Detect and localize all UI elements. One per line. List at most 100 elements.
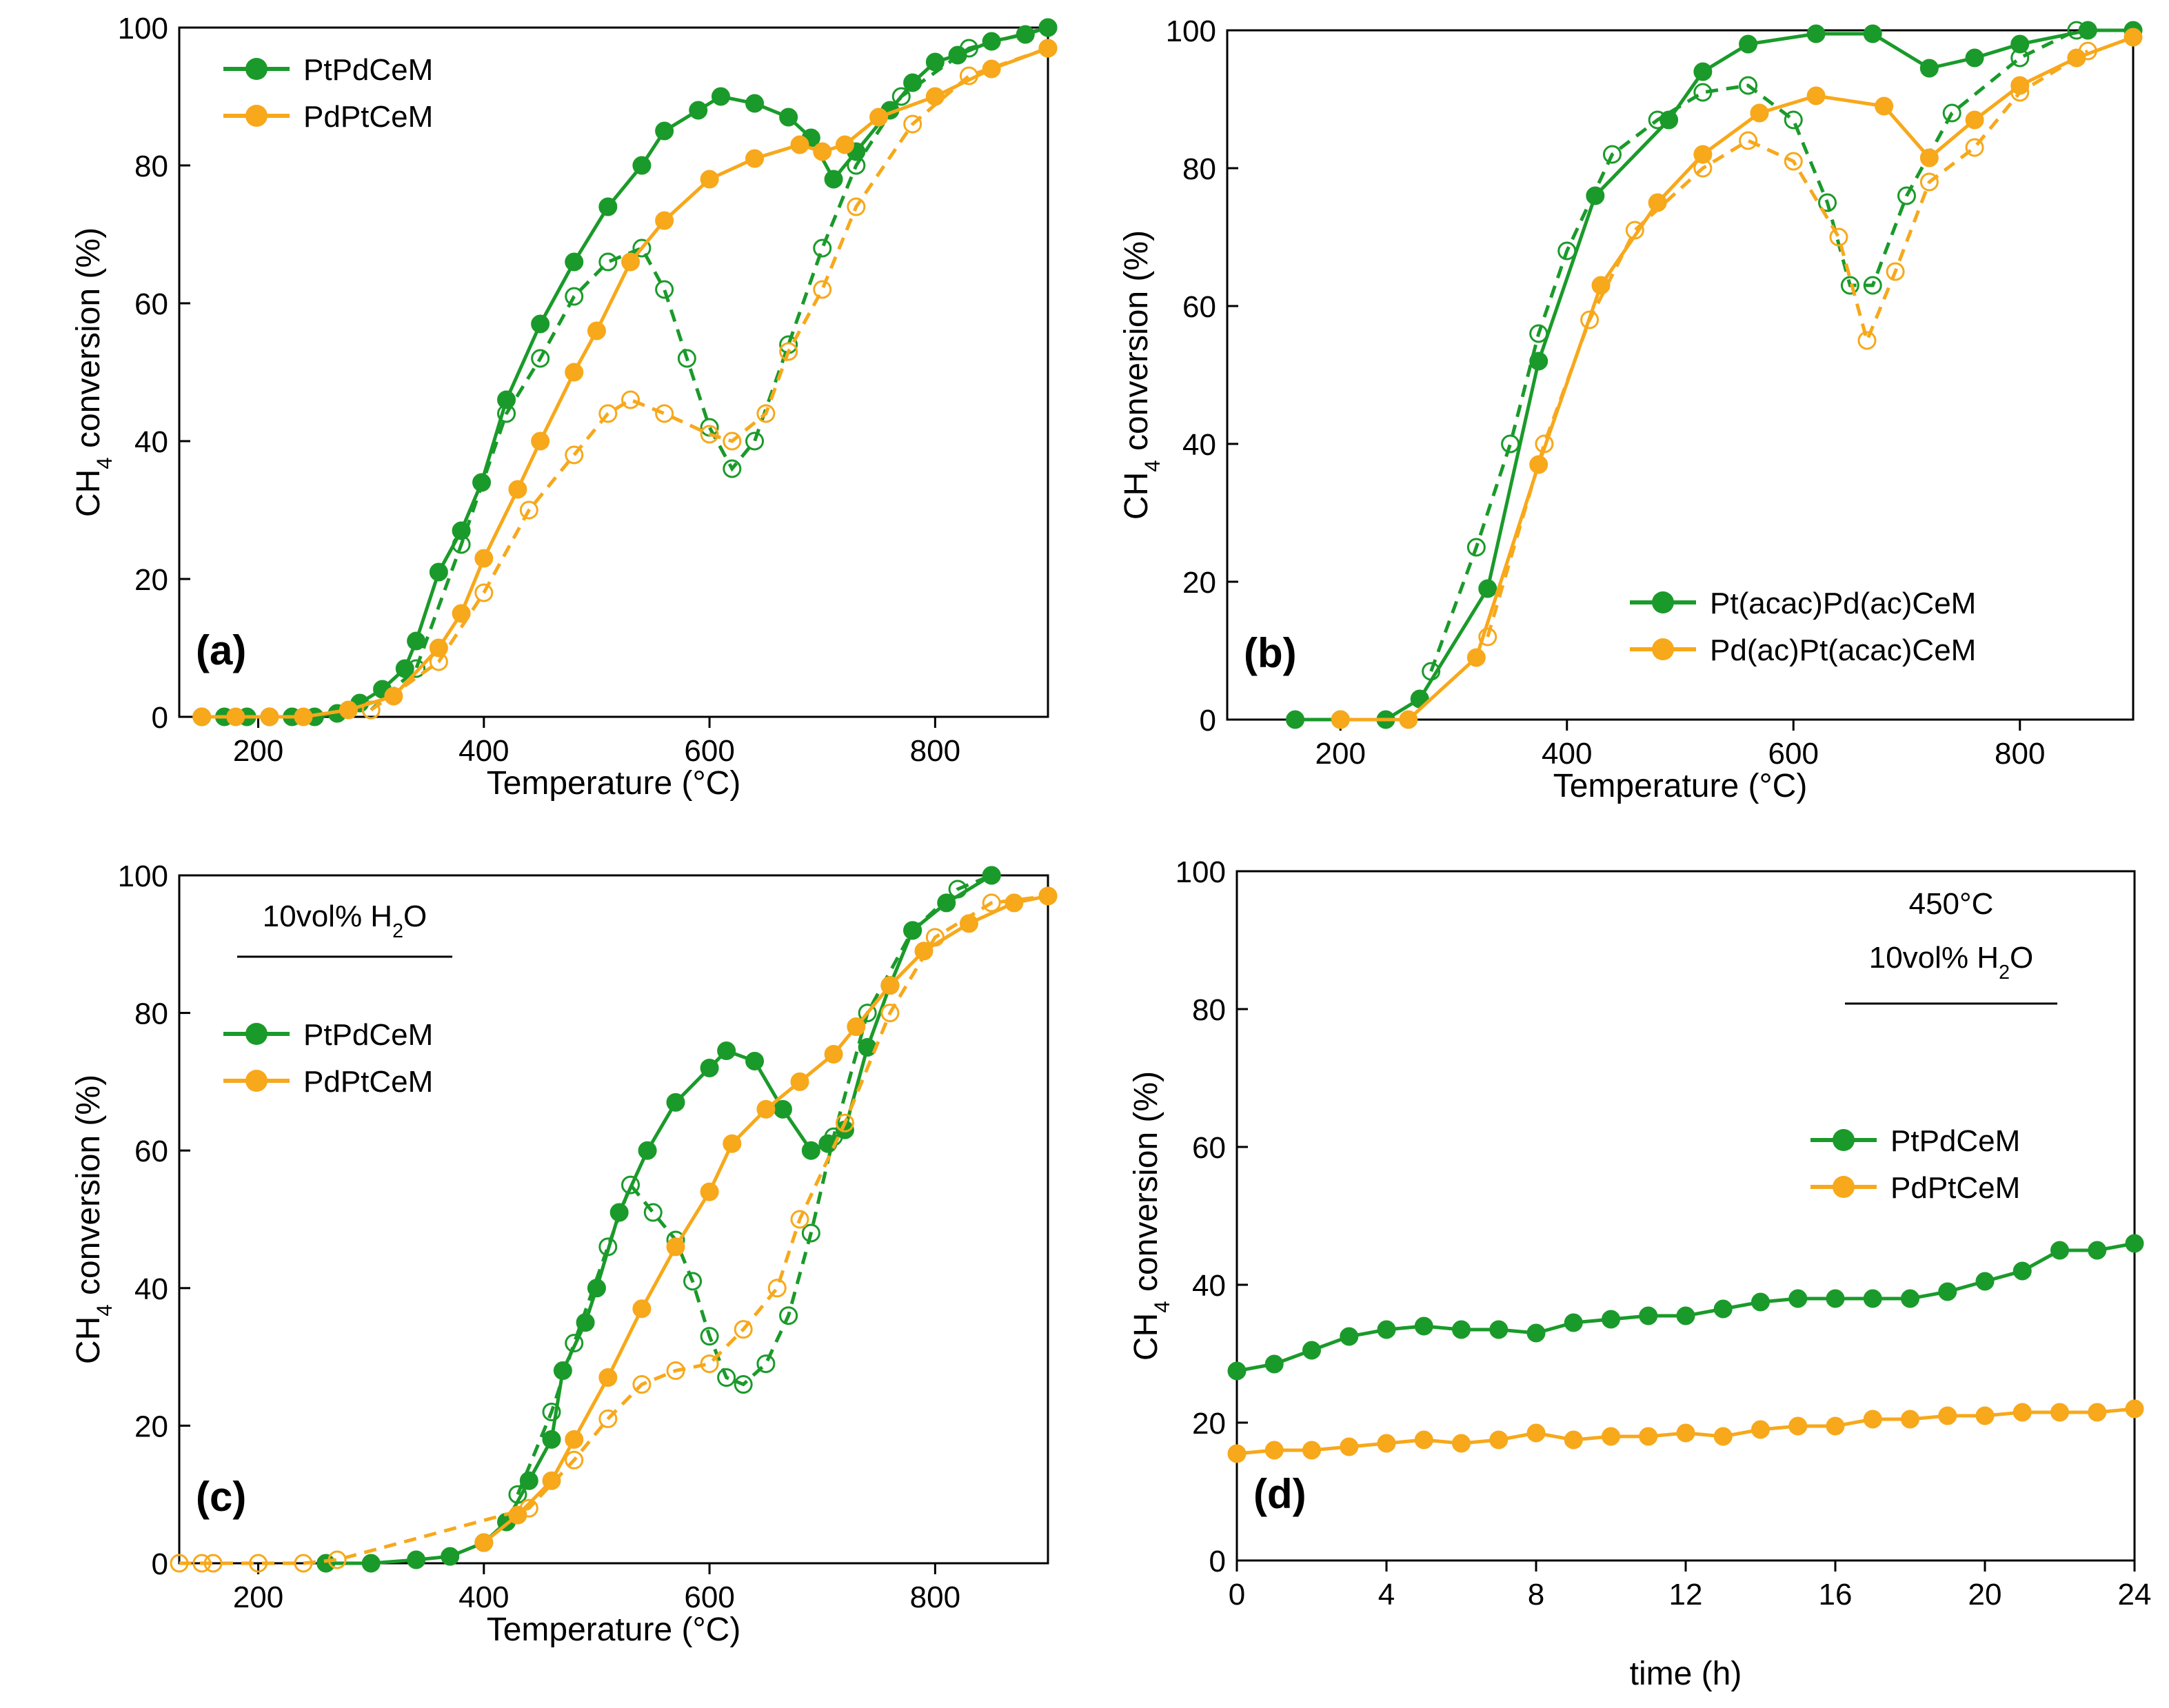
data-point [1526, 1423, 1546, 1443]
x-tick-label: 12 [1669, 1578, 1703, 1612]
data-point [1489, 1430, 1509, 1450]
data-point [1038, 39, 1058, 58]
data-point [1478, 627, 1497, 647]
data-point [790, 1072, 809, 1091]
data-point [327, 1550, 347, 1569]
data-point [519, 1498, 538, 1518]
x-tick-label: 400 [458, 1580, 509, 1614]
annotation: 10vol% H2O [1869, 941, 2033, 984]
x-axis-label: Temperature (°C) [487, 765, 741, 802]
data-point [598, 1368, 618, 1387]
y-axis-label: CH4 conversion (%) [1128, 1071, 1174, 1361]
y-tick-label: 60 [134, 287, 168, 321]
data-point [1227, 1361, 1247, 1381]
data-point [1591, 276, 1611, 295]
y-tick-label: 40 [1192, 1269, 1226, 1303]
data-point [773, 1099, 792, 1119]
data-point [565, 287, 584, 306]
data-point [689, 101, 708, 120]
data-point [519, 500, 538, 520]
data-point [508, 1485, 527, 1504]
data-point [824, 1044, 843, 1064]
data-point [666, 1237, 685, 1257]
data-point [1739, 131, 1758, 150]
data-point [745, 431, 765, 451]
x-tick-label: 0 [1229, 1578, 1245, 1612]
data-point [1784, 152, 1803, 171]
data-point [632, 238, 652, 258]
data-point [880, 1004, 900, 1023]
data-point [1863, 24, 1882, 43]
x-tick-label: 16 [1819, 1578, 1853, 1612]
data-point [2088, 1241, 2107, 1260]
data-point [1875, 96, 1894, 116]
data-point [1965, 138, 1984, 157]
data-point [621, 1175, 640, 1194]
data-point [666, 1092, 685, 1112]
data-point [632, 1299, 652, 1319]
data-point [1377, 1320, 1396, 1339]
y-axis-label-part: conversion (%) [70, 1075, 107, 1304]
y-axis-label-part: 4 [1150, 1301, 1174, 1312]
data-point [1676, 1423, 1695, 1443]
data-point [937, 893, 956, 913]
data-point [1739, 34, 1758, 54]
data-point [700, 1058, 719, 1077]
data-point [429, 562, 448, 582]
data-point [723, 431, 742, 451]
legend-marker [245, 58, 268, 80]
data-point [598, 1409, 618, 1428]
data-point [717, 1368, 736, 1387]
data-point [1557, 241, 1577, 261]
data-point [1414, 1430, 1433, 1450]
y-axis-label-part: 4 [92, 457, 117, 469]
x-tick-label: 600 [684, 1580, 734, 1614]
data-point [1602, 145, 1622, 164]
data-point [474, 583, 494, 602]
data-point [1466, 648, 1486, 667]
data-point [1452, 1320, 1471, 1339]
data-point [835, 1113, 854, 1132]
x-tick-label: 600 [684, 734, 734, 768]
x-axis-label: Temperature (°C) [487, 1612, 741, 1648]
data-point [1818, 193, 1837, 212]
data-point [1693, 83, 1713, 102]
x-tick-label: 200 [1315, 737, 1366, 771]
data-point [1751, 1292, 1770, 1312]
panel-label: (b) [1244, 630, 1297, 676]
y-axis-label-part: conversion (%) [70, 227, 107, 457]
data-point [700, 1327, 719, 1346]
data-point [2088, 1403, 2107, 1422]
data-point [1264, 1354, 1284, 1374]
data-point [1422, 662, 1441, 681]
x-axis-label: Temperature (°C) [1553, 768, 1808, 804]
data-point [2012, 1403, 2032, 1422]
data-point [1788, 1416, 1808, 1436]
data-point [711, 87, 730, 106]
data-point [192, 707, 212, 726]
data-point [903, 921, 922, 940]
data-point [1693, 145, 1713, 164]
data-point [756, 1354, 776, 1374]
y-tick-label: 20 [134, 563, 168, 597]
data-point [1227, 1444, 1247, 1463]
data-point [1750, 103, 1769, 123]
data-point [655, 121, 674, 141]
data-point [1739, 76, 1758, 95]
legend-marker [1652, 638, 1674, 660]
data-point [1399, 710, 1418, 729]
data-point [643, 1203, 663, 1222]
data-point [925, 87, 945, 106]
plot-frame [1226, 29, 2135, 721]
data-point [835, 135, 854, 154]
data-point [1938, 1406, 1957, 1425]
data-point [666, 1361, 685, 1381]
y-tick-label: 60 [134, 1135, 168, 1168]
data-point [1038, 886, 1058, 906]
data-point [677, 349, 696, 368]
data-point [1863, 1410, 1882, 1429]
data-point [632, 1375, 652, 1394]
data-point [598, 252, 618, 272]
data-point [1377, 1434, 1396, 1453]
data-point [655, 280, 674, 299]
